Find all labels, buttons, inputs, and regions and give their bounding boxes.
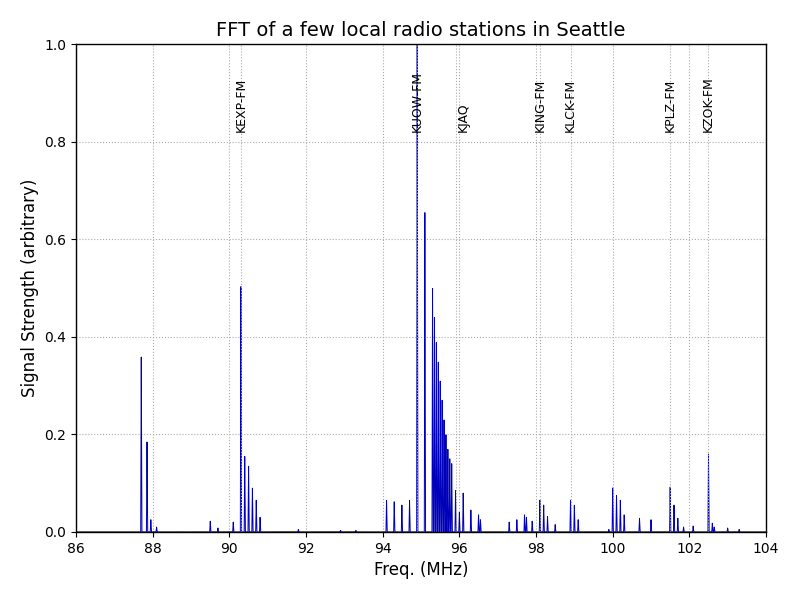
Title: FFT of a few local radio stations in Seattle: FFT of a few local radio stations in Sea… (216, 21, 626, 40)
Text: KEXP-FM: KEXP-FM (234, 78, 247, 132)
Text: KJAQ: KJAQ (457, 103, 470, 132)
Text: KING-FM: KING-FM (534, 79, 546, 132)
Text: KLCK-FM: KLCK-FM (564, 79, 577, 132)
Y-axis label: Signal Strength (arbitrary): Signal Strength (arbitrary) (21, 179, 39, 397)
X-axis label: Freq. (MHz): Freq. (MHz) (374, 561, 468, 579)
Text: KZOK-FM: KZOK-FM (702, 76, 715, 132)
Text: KUOW-FM: KUOW-FM (410, 71, 424, 132)
Text: KPLZ-FM: KPLZ-FM (664, 79, 677, 132)
